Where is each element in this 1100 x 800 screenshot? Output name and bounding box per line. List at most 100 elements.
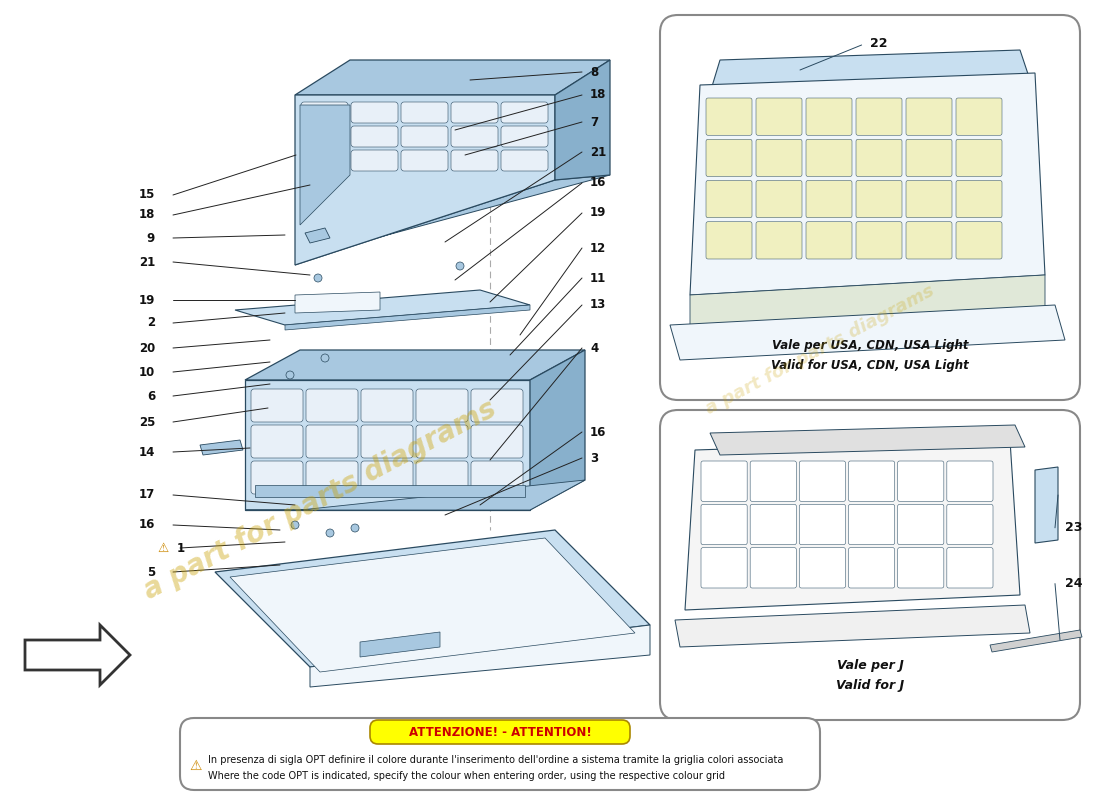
FancyBboxPatch shape [500,150,548,171]
FancyBboxPatch shape [701,504,747,545]
Text: 2: 2 [147,317,155,330]
FancyBboxPatch shape [471,425,522,458]
Text: Valid for J: Valid for J [836,678,904,691]
Text: ATTENZIONE! - ATTENTION!: ATTENZIONE! - ATTENTION! [408,726,592,738]
Circle shape [286,371,294,379]
FancyBboxPatch shape [706,139,752,177]
FancyBboxPatch shape [402,102,448,123]
FancyBboxPatch shape [416,461,468,494]
Polygon shape [300,105,350,225]
FancyBboxPatch shape [402,126,448,147]
Text: Where the code OPT is indicated, specify the colour when entering order, using t: Where the code OPT is indicated, specify… [208,771,725,781]
Circle shape [314,274,322,282]
FancyBboxPatch shape [906,98,952,135]
Circle shape [292,521,299,529]
Polygon shape [690,275,1045,325]
FancyBboxPatch shape [756,98,802,135]
Polygon shape [670,305,1065,360]
Polygon shape [305,228,330,243]
FancyBboxPatch shape [706,222,752,259]
FancyBboxPatch shape [370,720,630,744]
FancyBboxPatch shape [351,126,398,147]
Text: 1: 1 [177,542,185,554]
Polygon shape [990,630,1082,652]
FancyBboxPatch shape [351,102,398,123]
Text: 6: 6 [146,390,155,402]
FancyBboxPatch shape [361,461,412,494]
FancyBboxPatch shape [806,222,852,259]
Polygon shape [295,60,610,95]
FancyBboxPatch shape [756,222,802,259]
Polygon shape [230,538,635,672]
FancyBboxPatch shape [416,389,468,422]
Text: ⚠: ⚠ [157,542,168,554]
FancyBboxPatch shape [301,150,348,171]
Text: 16: 16 [590,177,606,190]
Polygon shape [310,625,650,687]
FancyBboxPatch shape [856,181,902,218]
FancyBboxPatch shape [706,181,752,218]
FancyBboxPatch shape [301,102,348,123]
Text: ⚠: ⚠ [189,759,202,773]
Text: 13: 13 [590,298,606,311]
FancyBboxPatch shape [756,181,802,218]
FancyBboxPatch shape [660,410,1080,720]
Polygon shape [556,60,610,180]
FancyBboxPatch shape [947,548,993,588]
Polygon shape [245,480,585,510]
FancyBboxPatch shape [806,139,852,177]
Text: Vale per J: Vale per J [837,658,903,671]
Text: 11: 11 [590,271,606,285]
Text: 16: 16 [590,426,606,438]
Polygon shape [685,440,1020,610]
FancyBboxPatch shape [898,461,944,502]
Text: 22: 22 [870,37,887,50]
FancyBboxPatch shape [856,98,902,135]
Text: 4: 4 [590,342,598,354]
Circle shape [456,262,464,270]
FancyBboxPatch shape [706,98,752,135]
Text: 9: 9 [146,231,155,245]
FancyBboxPatch shape [500,102,548,123]
Text: 7: 7 [590,115,598,129]
FancyBboxPatch shape [306,461,358,494]
FancyBboxPatch shape [856,139,902,177]
Polygon shape [710,50,1030,93]
FancyBboxPatch shape [756,139,802,177]
FancyBboxPatch shape [251,425,302,458]
FancyBboxPatch shape [848,461,894,502]
Text: 21: 21 [590,146,606,158]
Text: 8: 8 [590,66,598,78]
FancyBboxPatch shape [251,461,302,494]
Polygon shape [675,605,1030,647]
FancyBboxPatch shape [750,461,796,502]
Polygon shape [245,380,530,510]
FancyBboxPatch shape [402,150,448,171]
FancyBboxPatch shape [451,126,498,147]
FancyBboxPatch shape [956,139,1002,177]
Polygon shape [1035,467,1058,543]
FancyBboxPatch shape [451,102,498,123]
Polygon shape [530,350,585,510]
FancyBboxPatch shape [701,548,747,588]
Text: 23: 23 [1065,522,1082,534]
FancyBboxPatch shape [906,139,952,177]
FancyBboxPatch shape [848,504,894,545]
Text: 15: 15 [139,189,155,202]
FancyBboxPatch shape [800,461,846,502]
Polygon shape [25,625,130,685]
Polygon shape [295,175,610,265]
Circle shape [326,529,334,537]
Circle shape [321,354,329,362]
FancyBboxPatch shape [701,461,747,502]
Text: a part for parts diagrams: a part for parts diagrams [139,395,502,605]
Circle shape [351,524,359,532]
Polygon shape [214,530,650,667]
FancyBboxPatch shape [800,548,846,588]
FancyBboxPatch shape [306,425,358,458]
Text: 18: 18 [590,89,606,102]
Text: 19: 19 [139,294,155,306]
Polygon shape [360,632,440,657]
FancyBboxPatch shape [906,181,952,218]
Text: 10: 10 [139,366,155,378]
